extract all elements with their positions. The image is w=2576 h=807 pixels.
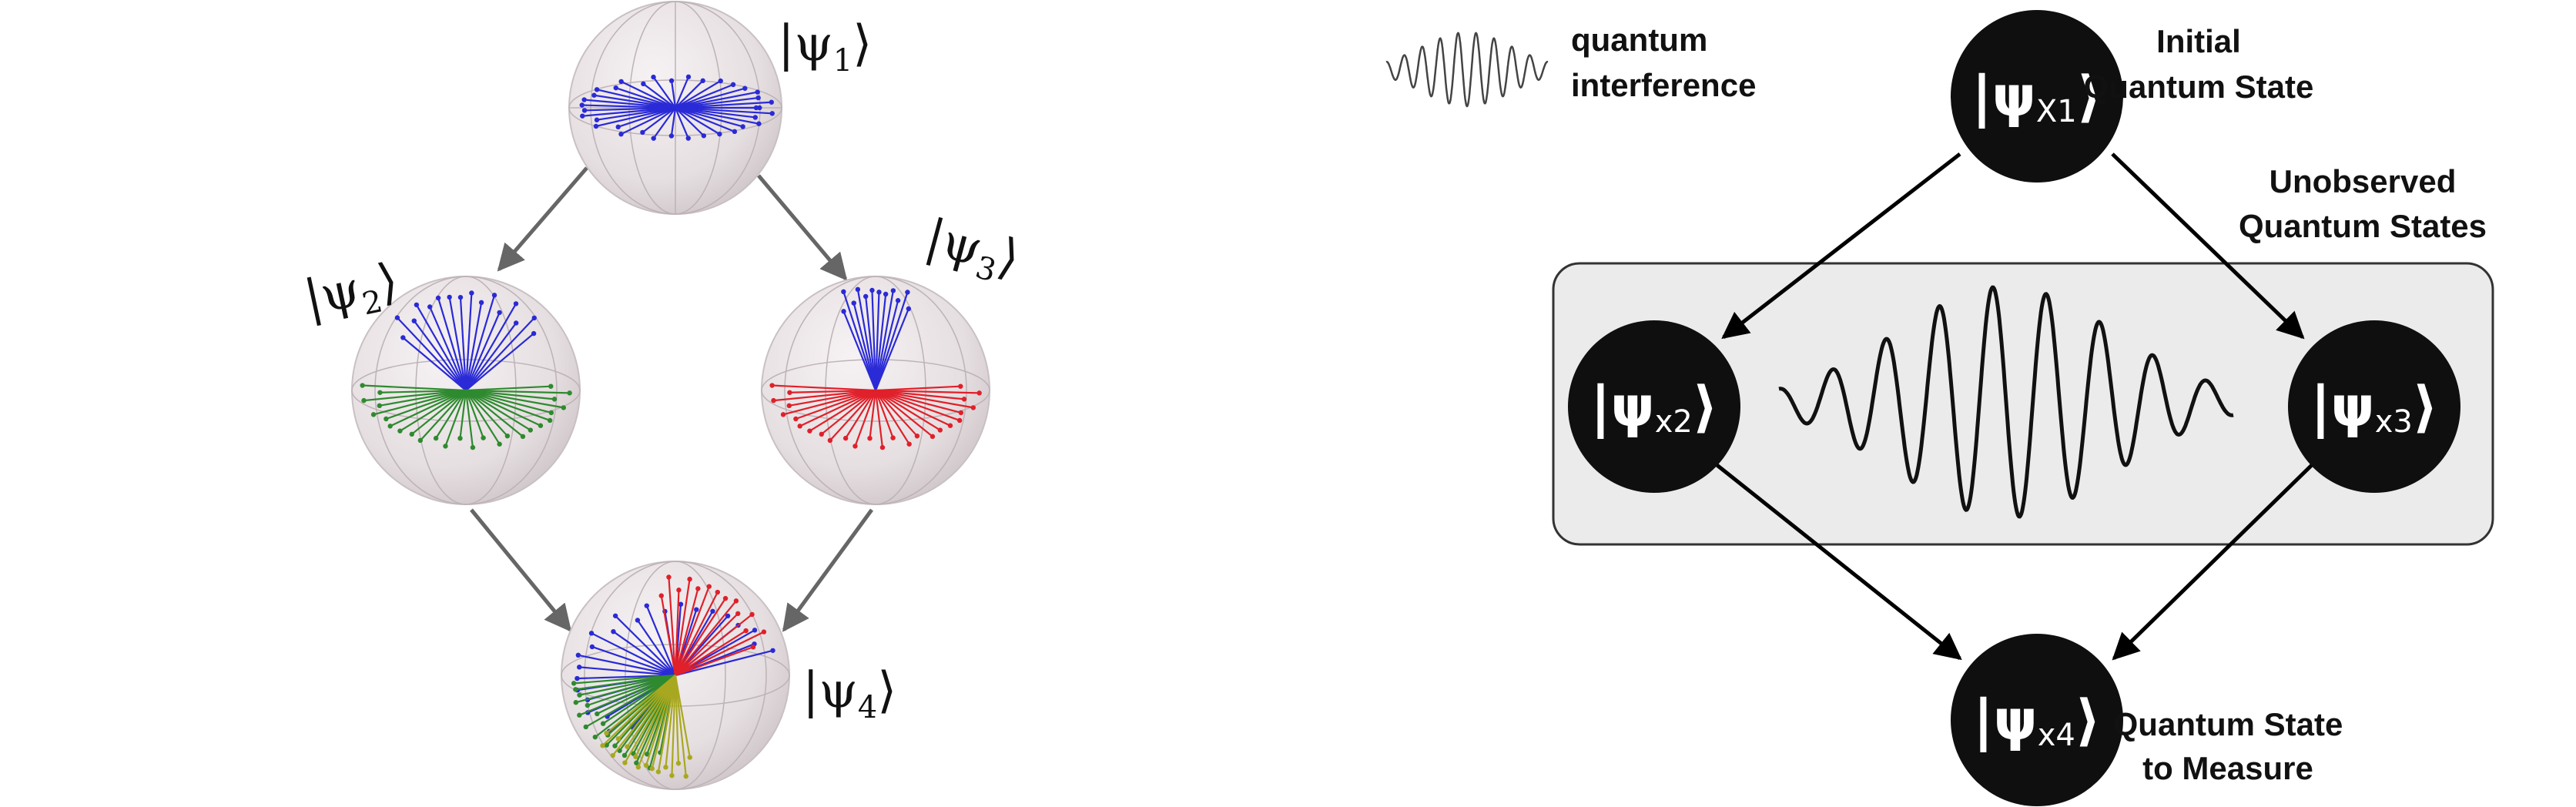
- arrow-x1-to-x3: [2111, 152, 2305, 340]
- node-psi-x4: |ψx4⟩: [1951, 634, 2123, 806]
- interference-wave: [1778, 285, 2234, 519]
- unobserved-label-line1: Unobserved: [2269, 163, 2457, 199]
- left-bloch-diagram: |ψ1⟩ |ψ2⟩ |ψ3⟩ |ψ4⟩: [300, 1, 1026, 790]
- bloch-sphere-1: [568, 1, 782, 215]
- bloch-sphere-3: [761, 276, 990, 505]
- state-vectors-1: [579, 74, 775, 141]
- psi3-label: |ψ3⟩: [918, 209, 1025, 294]
- initial-state-label-line1: Initial: [2156, 23, 2241, 59]
- wave-icon: [1385, 32, 1549, 108]
- unobserved-region: [1552, 262, 2494, 546]
- state-vectors-4: [571, 574, 775, 779]
- node-psi-x1: |ψX1⟩: [1951, 10, 2123, 182]
- bloch-sphere-4: [561, 561, 790, 790]
- arrow-x1-to-x2: [1721, 152, 1961, 340]
- svg-text:|ψX1⟩: |ψX1⟩: [1971, 64, 2102, 129]
- arrow-x3-to-x4: [2112, 459, 2318, 661]
- legend-label-line1: quantum: [1571, 22, 1707, 58]
- measure-label-line2: to Measure: [2142, 750, 2313, 786]
- state-vectors-3: [769, 286, 982, 450]
- svg-text:|ψx4⟩: |ψx4⟩: [1973, 688, 2101, 753]
- legend-label-line2: interference: [1571, 67, 1756, 103]
- unobserved-label-line2: Quantum States: [2239, 208, 2487, 244]
- measure-label-line1: Quantum State: [2113, 706, 2343, 742]
- arrow-psi2-to-psi4: [470, 508, 572, 632]
- psi1-label: |ψ1⟩: [778, 15, 872, 79]
- svg-text:|ψx2⟩: |ψx2⟩: [1590, 374, 1718, 440]
- arrow-psi1-to-psi3: [757, 174, 848, 281]
- bloch-sphere-2: [351, 276, 581, 505]
- arrow-psi3-to-psi4: [782, 508, 874, 632]
- arrow-x2-to-x4: [1710, 459, 1962, 661]
- initial-state-label-line2: Quantum State: [2084, 69, 2314, 105]
- svg-text:|ψx3⟩: |ψx3⟩: [2310, 374, 2438, 440]
- node-psi-x3: |ψx3⟩: [2288, 320, 2460, 493]
- right-node-diagram: quantum interference |ψX1⟩ |ψx2⟩: [1385, 10, 2494, 806]
- state-vectors-2: [360, 290, 572, 450]
- psi4-label: |ψ4⟩: [802, 662, 896, 725]
- arrow-psi1-to-psi2: [497, 166, 588, 272]
- node-psi-x2: |ψx2⟩: [1568, 320, 1740, 493]
- left-flow-arrows: [470, 166, 874, 632]
- legend: quantum interference: [1385, 22, 1756, 108]
- node-arrows: [1710, 152, 2318, 661]
